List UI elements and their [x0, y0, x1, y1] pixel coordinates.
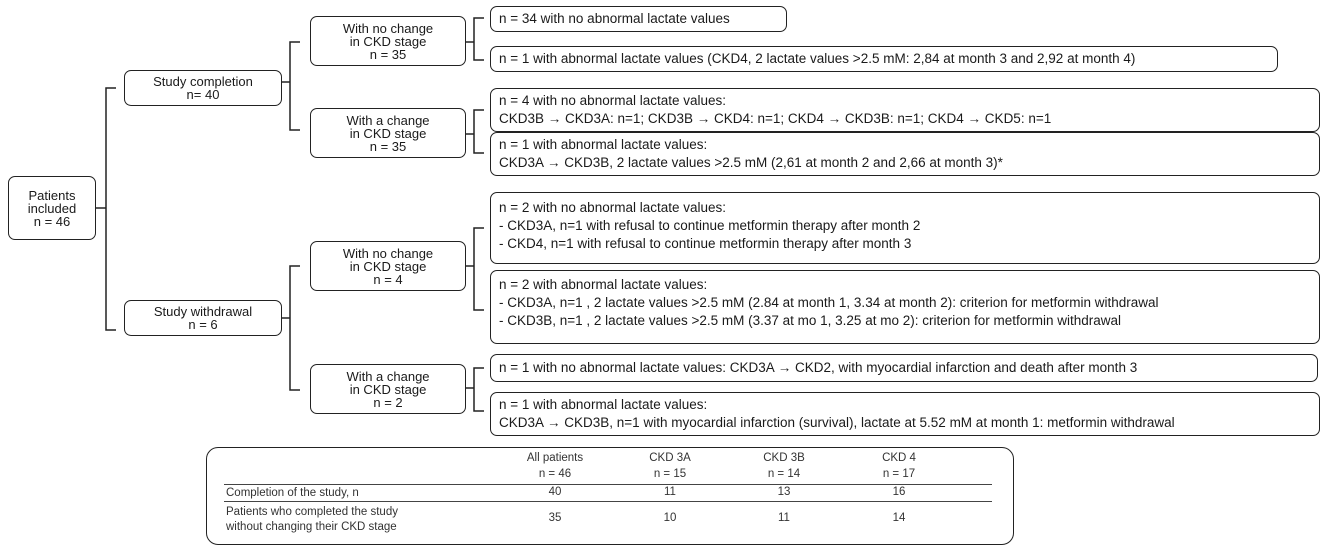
outcome-line: n = 4 with no abnormal lactate values:	[499, 93, 727, 108]
completion-change-node: With a change in CKD stage n = 35	[310, 108, 466, 158]
node-line: n = 2	[373, 394, 403, 410]
table-cell: 35	[548, 512, 562, 524]
table-rule	[224, 484, 992, 485]
table-cell: 40	[548, 486, 562, 498]
table-cell: 13	[777, 486, 791, 498]
col-header-all: All patients n = 46	[505, 450, 605, 482]
study-withdrawal-node: Study withdrawal n = 6	[124, 300, 282, 336]
col-name: CKD 3A	[649, 452, 691, 464]
table-cell: 16	[892, 486, 906, 498]
outcome-line: CKD3A → CKD3B, n=1 with myocardial infar…	[499, 415, 1175, 430]
outcome-box: n = 4 with no abnormal lactate values: C…	[490, 88, 1320, 132]
node-line: in CKD stage	[349, 381, 427, 397]
outcome-line: - CKD3A, n=1 , 2 lactate values >2.5 mM …	[499, 295, 1159, 310]
col-name: CKD 3B	[763, 452, 805, 464]
node-line: Study withdrawal	[153, 304, 253, 319]
outcome-line: CKD3B → CKD3A: n=1; CKD3B → CKD4: n=1; C…	[499, 111, 1052, 126]
outcome-box: n = 1 with abnormal lactate values (CKD4…	[490, 46, 1278, 72]
col-header-ckd3a: CKD 3A n = 15	[620, 450, 720, 482]
node-line: Patients	[28, 187, 76, 203]
table-row-label: Patients who completed the study without…	[226, 505, 398, 535]
node-line: in CKD stage	[349, 33, 427, 49]
node-line: n = 35	[369, 46, 407, 62]
completion-no-change-node: With no change in CKD stage n = 35	[310, 16, 466, 66]
outcome-box: n = 2 with abnormal lactate values: - CK…	[490, 270, 1320, 344]
summary-table	[206, 447, 1014, 545]
table-cell: 11	[664, 486, 676, 498]
col-header-ckd4: CKD 4 n = 17	[849, 450, 949, 482]
node-line: With no change	[342, 245, 434, 261]
node-line: n = 46	[33, 213, 71, 229]
col-header-ckd3b: CKD 3B n = 14	[734, 450, 834, 482]
node-line: Study completion	[153, 74, 253, 89]
node-line: n = 4	[373, 271, 403, 287]
study-completion-node: Study completion n= 40	[124, 70, 282, 106]
col-n: n = 17	[882, 468, 916, 480]
row-label-line: without changing their CKD stage	[226, 521, 397, 533]
node-line: n= 40	[186, 87, 220, 102]
table-rule	[224, 501, 992, 502]
col-n: n = 15	[653, 468, 687, 480]
node-line: in CKD stage	[349, 125, 427, 141]
outcome-line: n = 1 with abnormal lactate values:	[499, 137, 708, 152]
outcome-line: n = 1 with abnormal lactate values:	[499, 397, 708, 412]
outcome-line: - CKD4, n=1 with refusal to continue met…	[499, 236, 912, 251]
node-line: in CKD stage	[349, 258, 427, 274]
table-row-label: Completion of the study, n	[226, 486, 359, 501]
outcome-line: n = 2 with abnormal lactate values:	[499, 277, 708, 292]
outcome-line: - CKD3B, n=1 , 2 lactate values >2.5 mM …	[499, 313, 1122, 328]
node-line: n = 6	[188, 317, 218, 332]
col-name: CKD 4	[882, 452, 916, 464]
node-line: With no change	[342, 20, 434, 36]
col-name: All patients	[526, 452, 584, 464]
outcome-line: n = 34 with no abnormal lactate values	[499, 11, 730, 26]
patients-included-node: Patients included n = 46	[8, 176, 96, 240]
table-cell: 11	[778, 512, 790, 524]
outcome-line: - CKD3A, n=1 with refusal to continue me…	[499, 218, 921, 233]
outcome-box: n = 2 with no abnormal lactate values: -…	[490, 192, 1320, 264]
row-label-line: Completion of the study, n	[226, 487, 359, 499]
col-n: n = 14	[767, 468, 801, 480]
outcome-line: n = 1 with no abnormal lactate values: C…	[499, 360, 1138, 375]
node-line: With a change	[346, 112, 430, 128]
outcome-box: n = 1 with abnormal lactate values: CKD3…	[490, 132, 1320, 176]
table-cell: 14	[892, 512, 906, 524]
node-line: n = 35	[369, 138, 407, 154]
row-label-line: Patients who completed the study	[226, 506, 398, 518]
col-n: n = 46	[538, 468, 572, 480]
node-line: With a change	[346, 368, 430, 384]
outcome-box: n = 1 with abnormal lactate values: CKD3…	[490, 392, 1320, 436]
withdrawal-no-change-node: With no change in CKD stage n = 4	[310, 241, 466, 291]
outcome-box: n = 1 with no abnormal lactate values: C…	[490, 354, 1318, 382]
withdrawal-change-node: With a change in CKD stage n = 2	[310, 364, 466, 414]
table-cell: 10	[663, 512, 677, 524]
outcome-box: n = 34 with no abnormal lactate values	[490, 6, 787, 32]
node-line: included	[27, 200, 77, 216]
outcome-line: n = 1 with abnormal lactate values (CKD4…	[499, 51, 1136, 66]
outcome-line: CKD3A → CKD3B, 2 lactate values >2.5 mM …	[499, 155, 1003, 170]
outcome-line: n = 2 with no abnormal lactate values:	[499, 200, 727, 215]
